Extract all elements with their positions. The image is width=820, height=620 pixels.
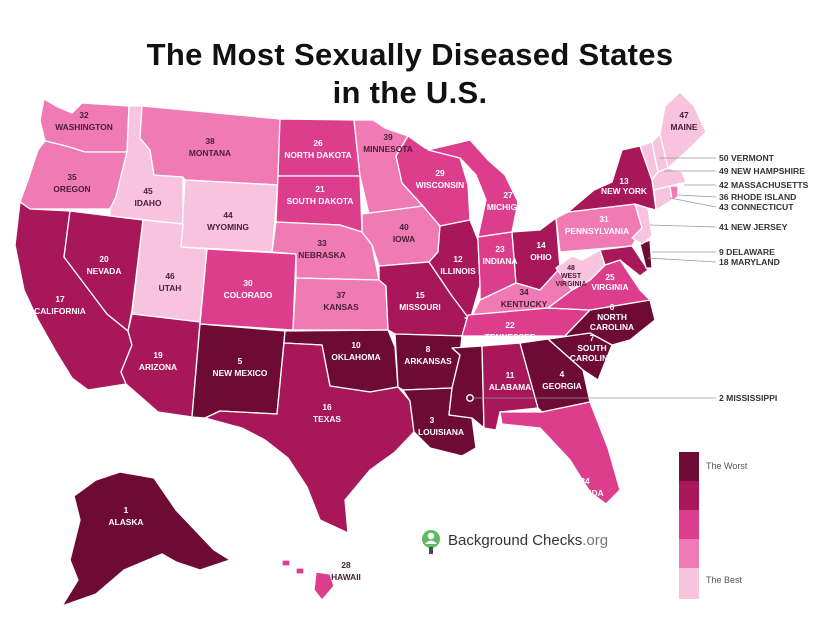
map-title-line-2: in the U.S. [332,75,488,110]
label-new-york: 13 NEW YORK [601,176,647,196]
label-virginia: 25 VIRGINIA [591,272,628,292]
label-arkansas: 8 ARKANSAS [404,344,452,366]
label-california: 17 CALIFORNIA [34,294,86,316]
label-kansas: 37 KANSAS [323,290,359,312]
legend-swatch-2 [679,481,699,510]
label-new-hampshire: 49 NEW HAMPSHIRE [719,166,805,176]
state-alaska [61,471,231,607]
label-florida: 24 FLORIDA [566,476,603,498]
label-oklahoma: 10 OKLAHOMA [331,340,380,362]
label-maine: 47 MAINE [671,110,698,132]
label-idaho: 45 IDAHO [135,186,162,208]
label-new-jersey: 41 NEW JERSEY [719,222,788,232]
brand-logo: Background Checks.org [418,528,608,558]
label-iowa: 40 IOWA [393,222,415,244]
label-missouri: 15 MISSOURI [399,290,440,312]
label-north-dakota: 26 NORTH DAKOTA [284,138,351,160]
label-delaware: 9 DELAWARE [719,247,775,257]
mississippi-callout-marker [466,394,474,402]
label-nebraska: 33 NEBRASKA [298,238,345,260]
label-utah: 46 UTAH [159,271,182,293]
label-minnesota: 39 MINNESOTA [363,132,413,154]
label-alaska: 1 ALASKA [109,505,144,527]
label-wyoming: 44 WYOMING [207,210,249,232]
label-connecticut: 43 CONNECTICUT [719,202,794,212]
state-hawaii [281,559,291,567]
label-hawaii: 28 HAWAII [331,560,361,582]
label-mississippi: 2 MISSISSIPPI [719,393,777,403]
map-title-line-1: The Most Sexually Diseased States [146,37,674,72]
state-new-york [567,145,657,213]
label-tennessee: 22 TENNESSEE [485,320,536,342]
state-hawaii [295,567,305,575]
label-west-virginia: 48 WEST VIRGINIA [555,265,586,288]
label-new-mexico: 5 NEW MEXICO [213,356,268,378]
label-pennsylvania: 31 PENNSYLVANIA [565,214,629,236]
label-alabama: 11 ALABAMA [489,370,531,392]
label-ohio: 14 OHIO [530,240,552,262]
label-oregon: 35 OREGON [53,172,90,194]
callout-labels: 50 VERMONT 49 NEW HAMPSHIRE 42 MASSACHUS… [719,153,809,403]
label-north-carolina: 6 NORTH CAROLINA [590,302,634,332]
label-nevada: 20 NEVADA [87,254,122,276]
label-illinois: 12 ILLINOIS [440,254,476,276]
state-connecticut [653,185,673,211]
label-colorado: 30 COLORADO [224,278,273,300]
label-wisconsin: 29 WISCONSIN [416,168,464,190]
label-kentucky: 34 KENTUCKY [501,287,548,309]
label-michigan: 27 MICHIGAN [487,190,529,212]
state-labels: 32 WASHINGTON 35 OREGON 17 CALIFORNIA 45 IDA… [34,110,698,582]
brand-name: Background Checks [448,532,583,549]
label-arizona: 19 ARIZONA [139,350,177,372]
legend-swatch-5 [679,568,699,599]
state-rhode-island [669,185,679,201]
label-rhode-island: 36 RHODE ISLAND [719,192,796,202]
label-texas: 16 TEXAS [313,402,341,424]
label-south-dakota: 21 SOUTH DAKOTA [287,184,354,206]
legend-worst-label: The Worst [706,461,748,471]
magnifier-person-icon [422,530,440,554]
state-florida [499,401,621,505]
brand-suffix: .org [582,532,609,549]
legend-swatch-4 [679,539,699,568]
state-hawaii [313,571,335,601]
state-maine [659,91,707,169]
state-delaware [639,239,653,269]
state-texas [204,342,415,534]
legend-swatch-3 [679,510,699,539]
callout-lines [474,157,717,399]
legend-best-label: The Best [706,575,743,585]
label-indiana: 23 INDIANA [483,244,518,266]
label-louisiana: 3 LOUISIANA [418,415,464,437]
label-georgia: 4 GEORGIA [542,369,582,391]
label-montana: 38 MONTANA [189,136,231,158]
legend-swatch-1 [679,452,699,481]
label-vermont: 50 VERMONT [719,153,775,163]
label-massachusetts: 42 MASSACHUSETTS [719,180,809,190]
label-maryland: 18 MARYLAND [719,257,780,267]
label-south-carolina: 7 SOUTH CAROLINA [570,333,614,363]
label-washington: 32 WASHINGTON [55,110,113,132]
state-maryland [599,245,649,277]
